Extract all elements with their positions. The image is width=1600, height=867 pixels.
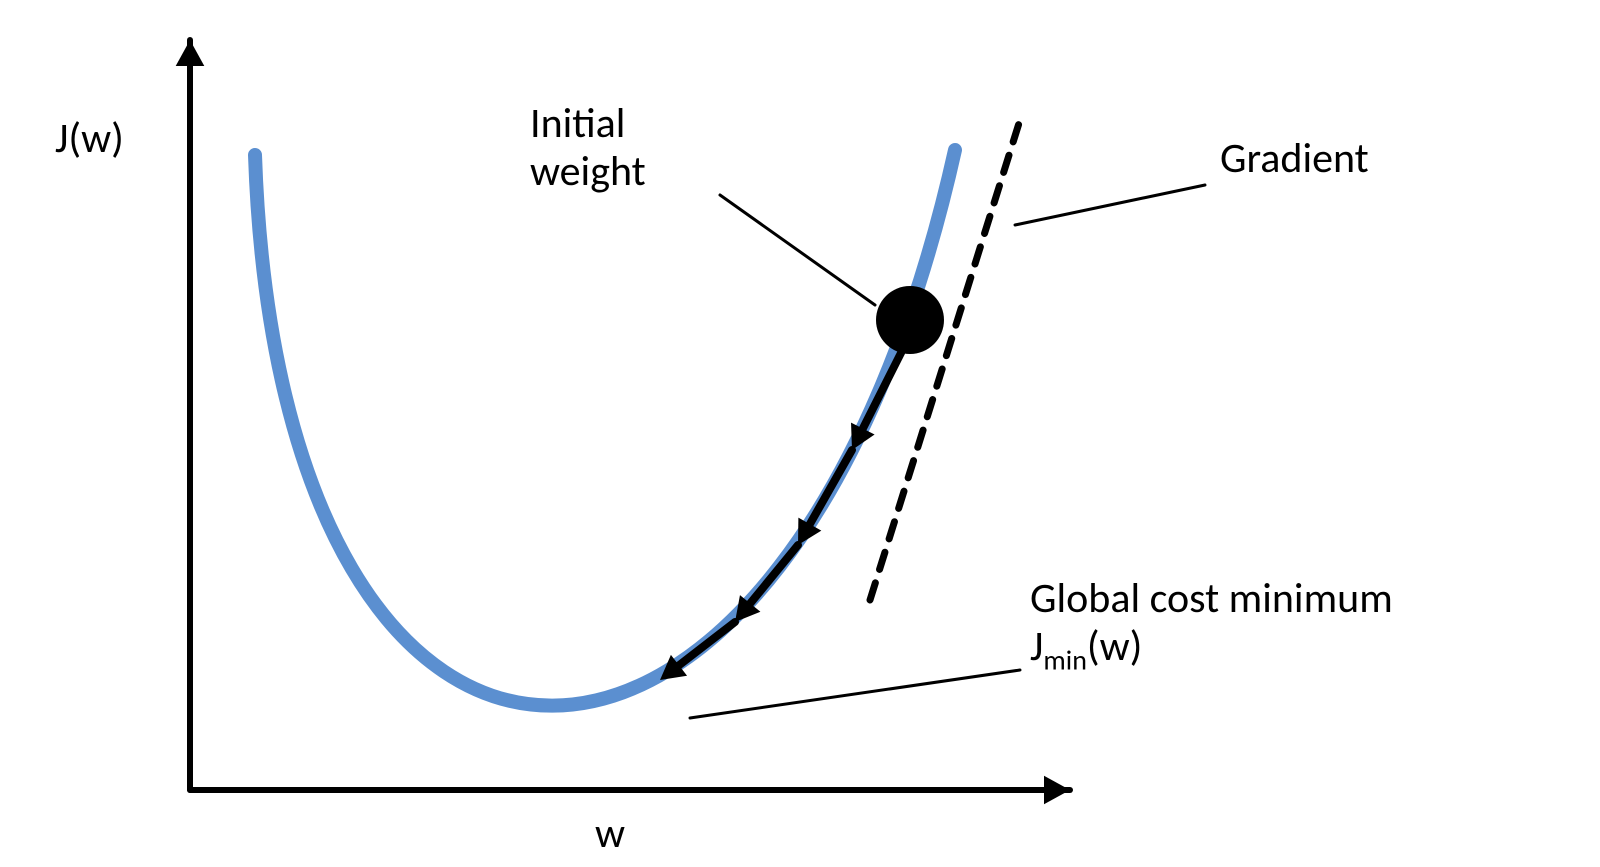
descent-arrow — [748, 545, 798, 606]
descent-arrow — [861, 345, 905, 432]
gradient-leader — [1015, 185, 1205, 225]
initial-weight-point — [876, 286, 944, 354]
descent-arrow — [676, 622, 735, 668]
descent-arrow — [808, 450, 852, 527]
gradient-label: Gradient — [1220, 135, 1369, 183]
global-min-label: Global cost minimum Jmin(w) — [1030, 575, 1393, 677]
x-axis-label: w — [595, 810, 625, 858]
cost-curve — [255, 150, 955, 706]
global-min-leader — [690, 670, 1020, 718]
initial-weight-label: Initial weight — [530, 100, 646, 197]
diagram-canvas — [0, 0, 1600, 867]
y-axis-label: J(w) — [55, 115, 124, 163]
initial-weight-leader — [720, 195, 875, 305]
